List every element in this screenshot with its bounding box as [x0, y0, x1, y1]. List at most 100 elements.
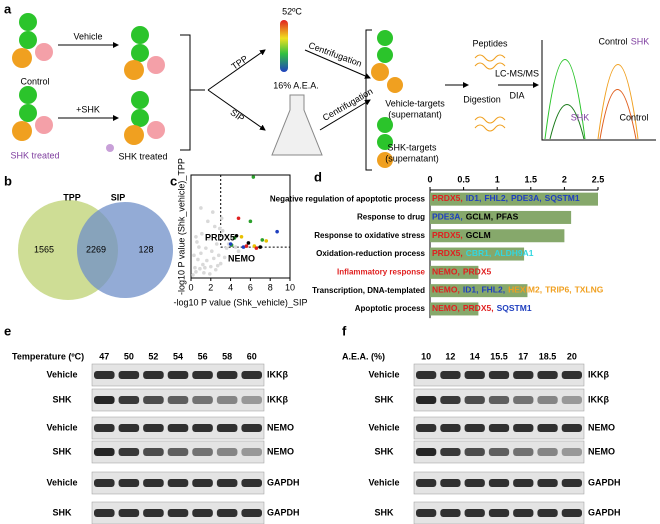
point — [194, 270, 198, 274]
band — [167, 371, 189, 379]
row-label: IKKβ — [588, 369, 609, 379]
row-label: GAPDH — [267, 507, 300, 517]
band — [216, 424, 238, 432]
band — [416, 396, 437, 404]
gene: PRDX5, — [463, 303, 494, 313]
band — [216, 448, 238, 456]
peak-label: Control — [598, 36, 627, 46]
peak-label: SHK — [571, 112, 590, 122]
row-label: Vehicle — [46, 369, 77, 379]
gene-list: NEMO, ID1, FHL2, HEXIM2, TRIP6, TXLNG — [432, 285, 604, 295]
gene: GCLM — [466, 230, 491, 240]
annotation: PRDX5 — [205, 232, 235, 242]
gene-list: NEMO, PRDX5, SQSTM1 — [432, 303, 532, 313]
band — [94, 424, 115, 432]
band — [167, 448, 189, 456]
row-label: IKKβ — [267, 369, 288, 379]
band — [416, 371, 437, 379]
set-label: TPP — [63, 192, 81, 202]
gene: HEXIM2, — [508, 285, 542, 295]
x-tick-label: 8 — [268, 282, 273, 292]
band — [464, 479, 485, 487]
panel-label: f — [342, 323, 347, 338]
band — [561, 371, 582, 379]
band — [537, 509, 558, 517]
row-label: Vehicle — [368, 369, 399, 379]
band — [241, 424, 262, 432]
count: 1565 — [34, 244, 54, 254]
label: SIP — [229, 107, 247, 124]
x-tick-label: 1 — [495, 174, 500, 184]
band — [143, 424, 164, 432]
band — [416, 448, 437, 456]
gene: FHL2, — [484, 193, 508, 203]
peptides-icon — [474, 54, 506, 132]
band — [513, 479, 534, 487]
column-label: 58 — [222, 351, 232, 361]
band — [561, 424, 582, 432]
gene: SQSTM1 — [545, 193, 580, 203]
category-label: Response to oxidative stress — [314, 231, 425, 240]
band — [561, 509, 582, 517]
panel-e: e Temperature (ºC) 47 50 52 54 56 58 60 Vehicle IK… — [4, 323, 300, 524]
x-tick-label: 10 — [285, 282, 295, 292]
x-tick-label: 2 — [562, 174, 567, 184]
point — [260, 238, 265, 242]
point — [264, 239, 269, 243]
label: Digestion — [463, 94, 501, 104]
venn-circle — [77, 202, 173, 298]
band — [118, 448, 140, 456]
peak — [544, 59, 586, 140]
point — [197, 245, 201, 249]
bar — [430, 210, 572, 224]
band — [440, 371, 461, 379]
gene: GCLM, — [466, 212, 493, 222]
row-label: GAPDH — [588, 477, 621, 487]
gene: NEMO, — [432, 267, 460, 277]
bar — [430, 302, 479, 316]
point — [258, 245, 263, 249]
band — [488, 396, 510, 404]
label: TPP — [230, 53, 250, 71]
row-label: SHK — [374, 507, 394, 517]
band — [216, 396, 238, 404]
point — [215, 263, 220, 268]
count: 2269 — [86, 244, 106, 254]
gene-list: PRDX5, GCLM — [432, 230, 491, 240]
band — [94, 371, 115, 379]
band — [118, 371, 140, 379]
point — [248, 219, 253, 224]
band — [440, 448, 461, 456]
x-axis-label: -log10 P value (Shk_vehicle)_SIP — [174, 297, 308, 307]
set-label: SIP — [111, 192, 126, 202]
band — [216, 509, 238, 517]
band — [216, 479, 238, 487]
x-tick-label: 6 — [248, 282, 253, 292]
gene-list: NEMO, PRDX5 — [432, 267, 491, 277]
gene: PDE3A, — [432, 212, 463, 222]
x-tick-label: 2.5 — [592, 174, 605, 184]
bar — [430, 192, 598, 206]
label: LC-MS/MS — [495, 68, 539, 78]
point — [210, 210, 215, 214]
category-label: Oxidation-reduction process — [316, 249, 425, 258]
band — [561, 448, 582, 456]
x-tick-label: 0 — [188, 282, 193, 292]
point — [202, 271, 206, 275]
label: Vehicle — [73, 31, 102, 41]
point — [208, 272, 212, 276]
point — [236, 216, 241, 221]
point — [201, 262, 205, 267]
band — [537, 396, 558, 404]
column-label: 54 — [173, 351, 183, 361]
point — [233, 245, 238, 249]
y-axis-label: -log10 P value (Shk_vehicle)_TPP — [176, 158, 186, 295]
label: DIA — [509, 90, 524, 100]
band — [513, 424, 534, 432]
row-label: NEMO — [267, 422, 294, 432]
panel-f: f A.E.A. (%) 10 12 14 15.5 17 18.5 20 Vehicle IKKβ… — [342, 323, 621, 524]
row-label: SHK — [374, 394, 394, 404]
column-label: 10 — [421, 351, 431, 361]
column-label: 52 — [148, 351, 158, 361]
band — [537, 479, 558, 487]
